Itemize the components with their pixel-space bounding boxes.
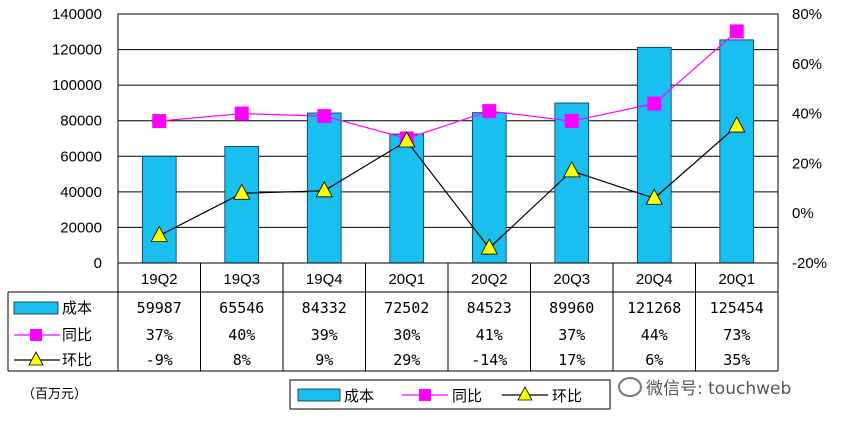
- data-label: 84523: [467, 299, 512, 317]
- y-left-tick: 20000: [60, 219, 102, 236]
- y-right-tick: 40%: [792, 106, 822, 123]
- data-label: 59987: [137, 299, 182, 317]
- y-left-tick: 120000: [52, 42, 102, 59]
- bar: [389, 133, 425, 264]
- series-line: [159, 30, 738, 140]
- category-label: 20Q4: [636, 271, 673, 288]
- data-label: 72502: [384, 299, 429, 317]
- bar: [224, 146, 260, 264]
- plot-frame: [117, 13, 779, 264]
- row-key-bar: [13, 301, 59, 315]
- data-label: -14%: [471, 351, 507, 369]
- legend-label: 同比: [452, 387, 482, 405]
- y-left-tick: 0: [94, 255, 102, 272]
- watermark-text: 微信号: touchweb: [646, 379, 792, 399]
- yoy-marker: [729, 24, 744, 39]
- legend-key-marker: [419, 389, 431, 401]
- category-label: 20Q1: [388, 271, 425, 288]
- data-label: 89960: [549, 299, 594, 317]
- data-label: 84332: [302, 299, 347, 317]
- series-line: [158, 125, 738, 249]
- data-label: 8%: [233, 351, 251, 369]
- data-label: 37%: [558, 326, 585, 344]
- data-label: 17%: [558, 351, 585, 369]
- data-label: 30%: [393, 326, 420, 344]
- category-label: 19Q4: [306, 271, 343, 288]
- y-left-tick: 100000: [52, 77, 102, 94]
- y-left-tick: 60000: [60, 148, 102, 165]
- row-name: 成本: [62, 299, 92, 317]
- qoq-marker: [563, 161, 581, 178]
- category-label: 19Q2: [141, 271, 178, 288]
- bar: [554, 102, 590, 264]
- data-label: 121268: [627, 299, 681, 317]
- y-right-tick: 80%: [792, 6, 822, 23]
- row-key-marker: [28, 351, 44, 366]
- wechat-icon: [618, 377, 642, 397]
- yoy-marker: [317, 109, 332, 124]
- data-label: 40%: [228, 326, 255, 344]
- y-left-tick: 80000: [60, 113, 102, 130]
- cost-bars: [141, 39, 755, 264]
- yoy-marker: [152, 114, 167, 129]
- data-label: 9%: [315, 351, 333, 369]
- data-label: 6%: [645, 351, 663, 369]
- data-label: 125454: [710, 299, 764, 317]
- legend-box: [289, 379, 611, 410]
- qoq-marker: [233, 183, 251, 200]
- qoq-marker: [315, 180, 333, 198]
- category-label: 20Q1: [718, 271, 755, 288]
- bar: [636, 46, 672, 264]
- watermark: 微信号: touchweb: [618, 374, 791, 399]
- line-series: [150, 24, 746, 255]
- yoy-marker: [564, 114, 579, 129]
- bar: [141, 155, 177, 264]
- legend-key-marker: [517, 386, 533, 401]
- qoq-marker: [728, 116, 746, 133]
- category-label: 20Q3: [553, 271, 590, 288]
- data-label: 35%: [723, 351, 750, 369]
- data-label: 41%: [476, 326, 503, 344]
- y-left-tick: 140000: [52, 6, 102, 23]
- row-name: 环比: [62, 351, 92, 369]
- data-label: 29%: [393, 351, 420, 369]
- yoy-marker: [234, 106, 249, 121]
- y-right-tick: 20%: [792, 155, 822, 172]
- legend-label: 成本: [344, 387, 374, 405]
- yoy-marker: [482, 104, 497, 119]
- y-right-tick: 0%: [792, 205, 814, 222]
- qoq-marker: [480, 238, 498, 255]
- qoq-marker: [645, 188, 663, 205]
- data-label: 44%: [641, 326, 668, 344]
- data-label: -9%: [146, 351, 173, 369]
- data-table: 19Q2 19Q3 19Q4 20Q1 20Q2 20Q3 20Q4 20Q1 成本 59987 6…: [7, 263, 779, 372]
- legend: 成本 同比 环比: [289, 379, 611, 410]
- row-key-marker: [30, 329, 42, 341]
- qoq-marker: [150, 225, 168, 243]
- category-label: 20Q2: [471, 271, 508, 288]
- qoq-marker: [398, 131, 416, 148]
- row-name: 同比: [62, 326, 92, 344]
- legend-label: 环比: [552, 387, 582, 405]
- y-left-tick: 40000: [60, 184, 102, 201]
- y-right-tick: 60%: [792, 56, 822, 73]
- unit-label: （百万元）: [22, 387, 88, 402]
- data-label: 73%: [723, 326, 750, 344]
- legend-key-bar: [297, 388, 341, 402]
- bar: [719, 39, 755, 264]
- data-label: 37%: [146, 326, 173, 344]
- category-label: 19Q3: [223, 271, 260, 288]
- data-label: 39%: [311, 326, 338, 344]
- data-label: 65546: [219, 299, 264, 317]
- y-right-tick: -20%: [792, 255, 827, 272]
- yoy-marker: [647, 96, 662, 111]
